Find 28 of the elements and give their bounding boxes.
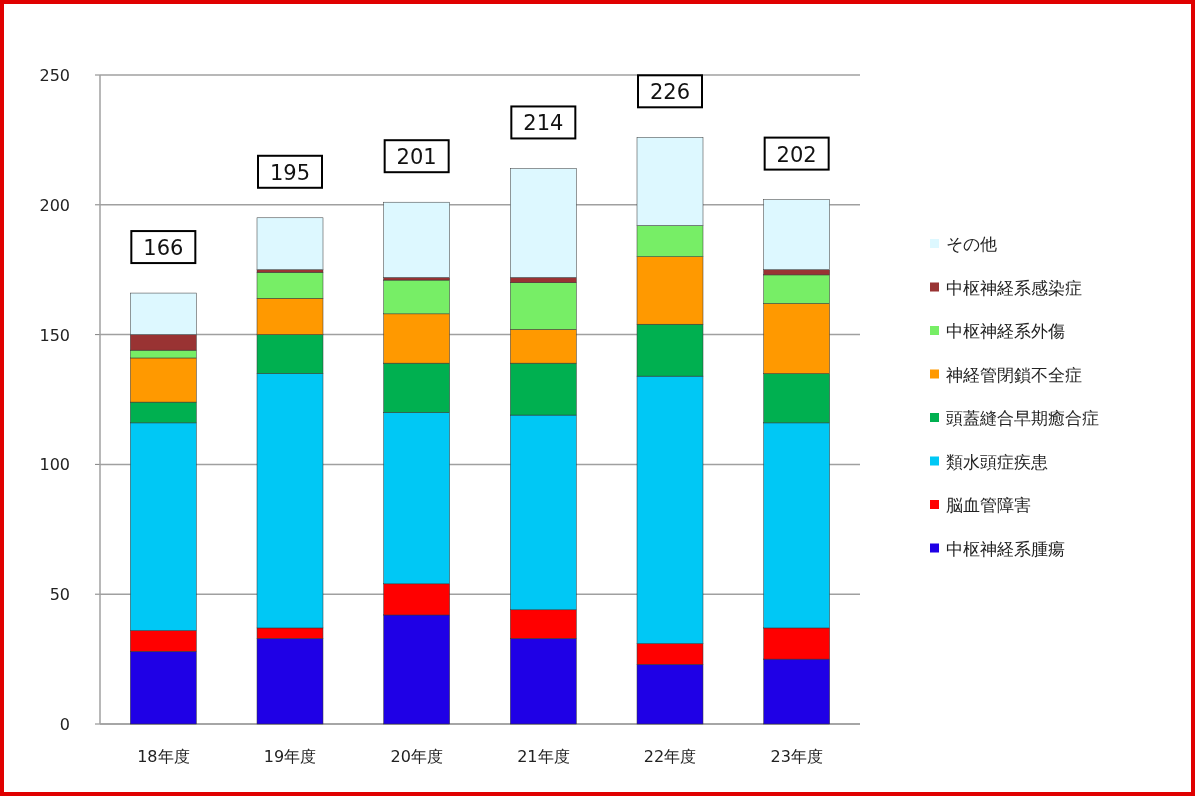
x-tick-label: 21年度	[517, 747, 570, 766]
x-tick-label: 20年度	[390, 747, 443, 766]
total-label: 166	[143, 236, 184, 261]
legend-label: 神経管閉鎖不全症	[946, 364, 1082, 385]
y-tick-label: 100	[39, 455, 70, 475]
y-tick-label: 200	[39, 195, 70, 215]
x-tick-label: 19年度	[263, 747, 317, 766]
legend-label: 類水頭症疾患	[946, 451, 1048, 472]
y-tick-label: 0	[59, 715, 70, 734]
y-tick-label: 50	[49, 585, 70, 605]
total-label: 202	[776, 142, 817, 167]
legend-label: 頭蓋縫合早期癒合症	[946, 408, 1099, 428]
x-tick-label: 23年度	[770, 747, 823, 766]
legend-label: 脳血管障害	[946, 495, 1031, 515]
legend-label: 中枢神経系感染症	[946, 277, 1082, 298]
total-label: 195	[269, 160, 311, 185]
legend-label: その他	[946, 234, 997, 254]
bar	[256, 217, 324, 270]
legend-label: 中枢神経系外傷	[946, 321, 1065, 341]
legend-label: 中枢神経系腫瘍	[946, 538, 1065, 559]
total-label: 226	[649, 80, 691, 105]
total-label: 214	[523, 111, 564, 136]
bar	[383, 201, 450, 278]
y-tick-label: 150	[39, 325, 70, 345]
x-tick-label: 22年度	[643, 747, 697, 766]
total-label: 201	[396, 145, 437, 170]
y-tick-label: 250	[39, 66, 70, 85]
x-tick-label: 18年度	[137, 747, 190, 766]
